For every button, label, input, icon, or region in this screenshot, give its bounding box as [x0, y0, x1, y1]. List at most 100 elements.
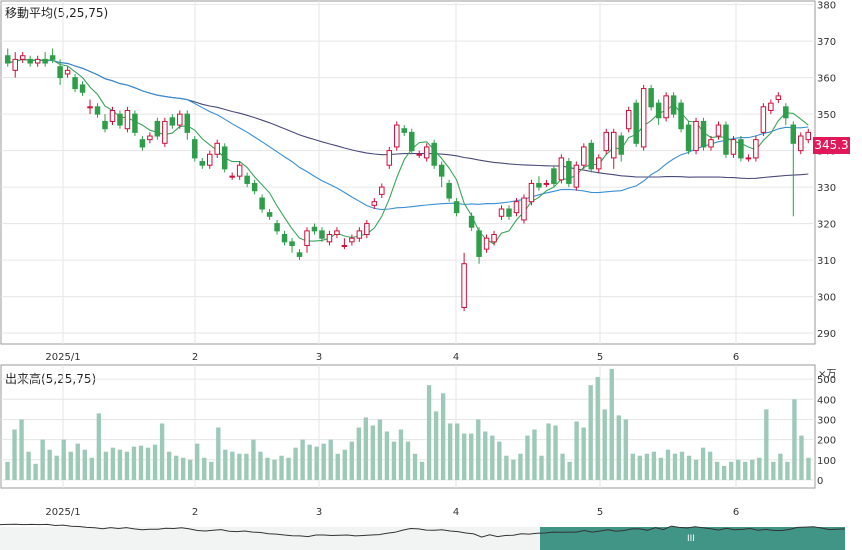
volume-bar[interactable]	[750, 459, 755, 480]
volume-bar[interactable]	[679, 451, 685, 480]
volume-bar[interactable]	[258, 451, 263, 480]
volume-bar[interactable]	[216, 427, 221, 480]
volume-bar[interactable]	[714, 461, 720, 480]
volume-bar[interactable]	[293, 447, 298, 480]
candle[interactable]	[79, 81, 86, 96]
volume-bar[interactable]	[476, 419, 481, 480]
volume-bar[interactable]	[272, 459, 277, 480]
candle[interactable]	[423, 143, 430, 162]
candle[interactable]	[536, 176, 542, 191]
candle[interactable]	[34, 55, 41, 67]
candle[interactable]	[192, 136, 198, 162]
candle[interactable]	[19, 52, 26, 64]
candle[interactable]	[603, 128, 610, 155]
volume-bar[interactable]	[757, 457, 762, 480]
candle[interactable]	[408, 128, 415, 155]
volume-bar[interactable]	[12, 429, 17, 480]
candle[interactable]	[109, 106, 116, 126]
candle[interactable]	[558, 154, 565, 184]
candle[interactable]	[244, 172, 250, 188]
candle[interactable]	[783, 103, 789, 126]
volume-bar[interactable]	[700, 447, 706, 480]
candle[interactable]	[102, 114, 108, 133]
candle[interactable]	[117, 110, 123, 129]
volume-bar[interactable]	[729, 461, 734, 480]
candle[interactable]	[184, 110, 191, 140]
volume-bar[interactable]	[623, 419, 628, 480]
volume-bar[interactable]	[567, 461, 572, 480]
volume-bar[interactable]	[265, 457, 270, 480]
volume-bar[interactable]	[721, 465, 727, 480]
volume-bar[interactable]	[26, 451, 31, 480]
volume-bar[interactable]	[630, 453, 636, 480]
volume-bar[interactable]	[588, 385, 593, 480]
candle[interactable]	[738, 136, 744, 162]
candle[interactable]	[588, 139, 595, 173]
volume-bar[interactable]	[616, 415, 621, 480]
volume-bar[interactable]	[581, 427, 586, 480]
candle[interactable]	[72, 73, 78, 93]
volume-bar[interactable]	[539, 455, 544, 480]
volume-bar[interactable]	[799, 435, 804, 480]
volume-bar[interactable]	[743, 461, 748, 480]
volume-bar[interactable]	[490, 435, 495, 480]
candle[interactable]	[266, 208, 273, 220]
volume-bar[interactable]	[145, 447, 151, 480]
candle[interactable]	[319, 227, 325, 242]
candle[interactable]	[356, 227, 363, 242]
candle[interactable]	[775, 92, 782, 104]
candle[interactable]	[730, 136, 737, 158]
volume-bar[interactable]	[159, 423, 165, 480]
volume-bar[interactable]	[405, 441, 411, 480]
candle[interactable]	[513, 198, 520, 217]
volume-bar[interactable]	[335, 453, 340, 480]
volume-bar[interactable]	[363, 417, 369, 480]
candle[interactable]	[446, 179, 452, 202]
candle[interactable]	[573, 161, 580, 191]
volume-bar[interactable]	[440, 393, 446, 480]
volume-bar[interactable]	[736, 459, 741, 480]
candle[interactable]	[87, 99, 93, 115]
candle[interactable]	[169, 114, 176, 129]
volume-bar[interactable]	[602, 409, 607, 480]
volume-bar[interactable]	[412, 453, 418, 480]
candle[interactable]	[27, 55, 33, 67]
volume-bar[interactable]	[707, 451, 713, 480]
candle[interactable]	[296, 249, 303, 261]
volume-bar[interactable]	[693, 459, 699, 480]
candle[interactable]	[132, 110, 138, 137]
candle[interactable]	[476, 227, 482, 264]
volume-bar[interactable]	[764, 409, 769, 480]
volume-bar[interactable]	[209, 461, 214, 480]
volume-bar[interactable]	[82, 449, 87, 480]
volume-bar[interactable]	[96, 413, 102, 480]
volume-bar[interactable]	[300, 439, 305, 480]
candle[interactable]	[4, 48, 11, 67]
volume-bar[interactable]	[230, 451, 235, 480]
candle[interactable]	[64, 66, 71, 78]
volume-bar[interactable]	[61, 439, 66, 480]
volume-bar[interactable]	[244, 453, 249, 480]
candle[interactable]	[610, 128, 617, 169]
candle[interactable]	[798, 132, 804, 155]
candle[interactable]	[311, 223, 318, 235]
candle[interactable]	[416, 150, 422, 158]
volume-bar[interactable]	[342, 449, 347, 480]
volume-bar[interactable]	[370, 425, 376, 480]
candle[interactable]	[528, 179, 535, 206]
candle[interactable]	[708, 136, 714, 151]
volume-bar[interactable]	[771, 461, 776, 480]
candle[interactable]	[214, 139, 220, 158]
volume-bar[interactable]	[644, 453, 650, 480]
candle[interactable]	[678, 99, 684, 133]
candle[interactable]	[618, 132, 624, 162]
navigator-window[interactable]	[540, 527, 845, 550]
volume-bar[interactable]	[237, 453, 242, 480]
volume-bar[interactable]	[686, 455, 692, 480]
candle[interactable]	[431, 139, 437, 169]
candle[interactable]	[506, 205, 512, 220]
candle[interactable]	[236, 161, 243, 180]
volume-bar[interactable]	[33, 463, 38, 480]
candle[interactable]	[289, 238, 295, 253]
